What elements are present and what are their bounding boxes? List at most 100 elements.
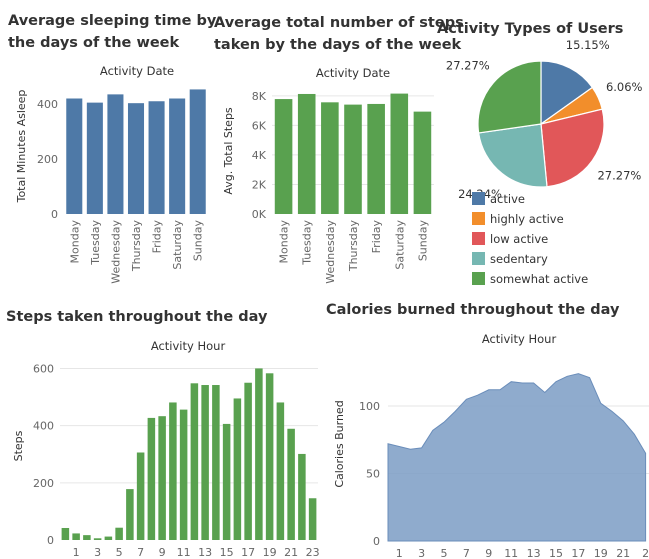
bar-hour-16 [233,398,242,540]
x-tick-label: Saturday [171,220,184,270]
bar-hour-20 [276,402,285,540]
x-tick-label: 23 [306,546,320,559]
x-tick-label: Monday [278,220,291,264]
x-tick-label: Thursday [347,220,360,273]
sleep-chart-title-line1: Average sleeping time by [8,13,217,29]
steps-weekday-subtitle: Activity Date [316,66,390,80]
calories-hour-title: Calories burned throughout the day [326,302,620,318]
y-tick-label: 50 [366,468,380,481]
bar-hour-0 [61,527,70,540]
bar-hour-23 [308,498,317,540]
x-tick-label: 7 [463,547,470,559]
x-tick-label: 21 [616,547,630,559]
bar-hour-8 [147,417,156,540]
sleep-chart-subtitle: Activity Date [100,64,174,78]
pie-label: 27.27% [446,59,490,73]
y-tick-label: 0 [373,535,380,548]
legend-label: low active [490,232,548,246]
y-tick-label: 400 [33,420,54,433]
y-tick-label: 8K [252,90,267,103]
steps-hour-ylabel: Steps [12,430,25,461]
bar-hour-12 [190,383,199,540]
bar-saturday [169,98,186,214]
steps-hour-title: Steps taken throughout the day [6,309,268,325]
x-tick-label: Monday [68,220,81,264]
pie-slice-low-active [540,108,605,188]
x-tick-label: 3 [418,547,425,559]
bar-hour-6 [126,489,134,540]
bar-tuesday [86,102,103,214]
x-tick-label: 3 [94,546,101,559]
y-tick-label: 6K [252,119,267,132]
bar-saturday [390,93,409,214]
legend-label: highly active [490,212,564,226]
steps-hour-chart: Steps taken throughout the day Activity … [6,309,320,559]
x-tick-label: Saturday [393,220,406,270]
bar-wednesday [107,94,124,214]
x-tick-label: 11 [177,546,191,559]
pie-label: 6.06% [606,80,643,94]
x-tick-label: 19 [594,547,608,559]
x-tick-label: 15 [549,547,563,559]
bar-hour-5 [115,527,123,540]
pie-label: 15.15% [566,38,610,52]
bar-hour-21 [287,428,295,540]
bar-hour-18 [255,368,263,540]
steps-hour-subtitle: Activity Hour [151,339,226,353]
legend-swatch [472,252,485,265]
bar-sunday [413,111,432,214]
x-tick-label: 1 [396,547,403,559]
bar-hour-2 [83,535,91,540]
legend-label: active [490,192,525,206]
pie-label: 27.27% [597,169,641,183]
bar-hour-11 [179,409,188,540]
x-tick-label: 2 [642,547,649,559]
bar-hour-17 [244,382,252,540]
steps-weekday-title-line2: taken by the days of the week [214,37,462,53]
bar-hour-7 [136,452,145,540]
x-tick-label: Tuesday [301,220,314,266]
x-tick-label: Thursday [130,220,143,273]
bar-hour-13 [201,385,209,540]
y-tick-label: 2K [252,178,267,191]
y-tick-label: 200 [33,477,54,490]
activity-types-chart: Activity Types of Users 15.15% 6.06% 27.27… [437,21,643,286]
activity-types-title: Activity Types of Users [437,21,623,37]
bar-thursday [127,103,145,214]
legend-swatch [472,212,485,225]
y-tick-label: 100 [359,400,380,413]
y-tick-label: 0 [51,208,58,221]
steps-weekday-title-line1: Average total number of steps [214,15,464,31]
legend-swatch [472,232,485,245]
bar-monday [274,99,293,214]
y-tick-label: 0 [47,534,54,547]
legend-label: somewhat active [490,272,588,286]
y-tick-label: 4K [252,149,267,162]
steps-weekday-ylabel: Avg. Total Steps [222,107,235,195]
bar-hour-9 [158,416,166,540]
bar-thursday [344,104,362,214]
bar-hour-19 [265,373,274,540]
x-tick-label: 1 [73,546,80,559]
x-tick-label: Sunday [416,220,429,262]
x-tick-label: Friday [151,220,164,254]
y-tick-label: 600 [33,362,54,375]
bar-hour-15 [222,423,231,540]
pie-slice-active [540,60,594,126]
x-tick-label: 5 [441,547,448,559]
bar-hour-14 [212,385,220,540]
bar-hour-4 [104,536,113,540]
calories-hour-ylabel: Calories Burned [333,400,346,487]
x-tick-label: 7 [137,546,144,559]
x-tick-label: 17 [241,546,255,559]
steps-weekday-chart: Average total number of steps taken by t… [214,15,464,284]
x-tick-label: 15 [220,546,234,559]
x-tick-label: 9 [159,546,166,559]
pie-slice-somewhat-active [477,60,542,134]
y-tick-label: 400 [37,98,58,111]
x-tick-label: Friday [370,220,383,254]
x-tick-label: 9 [485,547,492,559]
bar-hour-22 [298,453,306,540]
x-tick-label: 13 [527,547,541,559]
